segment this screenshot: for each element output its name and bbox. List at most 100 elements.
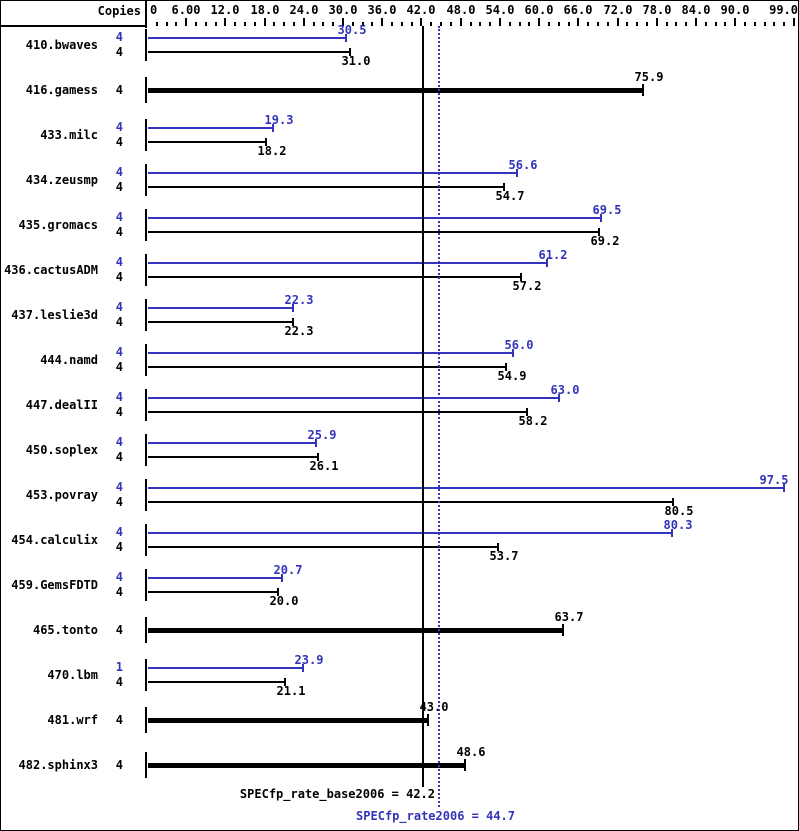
- peak-result-label: SPECfp_rate2006 = 44.7: [356, 809, 515, 823]
- row-axis-segment: [145, 29, 147, 61]
- axis-minor-tick: [156, 22, 158, 26]
- axis-minor-tick: [764, 22, 766, 26]
- base-bar-endcap: [497, 543, 499, 551]
- axis-tick-label: 6.00: [171, 3, 201, 17]
- peak-bar-endcap: [292, 304, 294, 312]
- axis-major-tick: [617, 18, 619, 26]
- axis-minor-tick: [401, 22, 403, 26]
- row-axis-segment: [145, 707, 147, 733]
- row-axis-segment: [145, 299, 147, 331]
- base-bar: [148, 321, 293, 323]
- base-value-label: 63.7: [554, 610, 584, 624]
- axis-minor-tick: [489, 22, 491, 26]
- base-copies-label: 4: [115, 675, 123, 689]
- axis-tick-label: 54.0: [485, 3, 515, 17]
- axis-minor-tick: [597, 22, 599, 26]
- base-copies-label: 4: [115, 540, 123, 554]
- row-axis-segment: [145, 164, 147, 196]
- axis-minor-tick: [283, 22, 285, 26]
- peak-bar: [148, 442, 316, 444]
- base-bar: [148, 231, 599, 233]
- axis-minor-tick: [675, 22, 677, 26]
- peak-bar-endcap: [783, 484, 785, 492]
- base-bar: [148, 501, 673, 503]
- axis-tick-label: 30.0: [328, 3, 358, 17]
- axis-tick-label: 66.0: [563, 3, 593, 17]
- benchmark-name-label: 453.povray: [25, 488, 98, 502]
- base-copies-label: 4: [115, 135, 123, 149]
- peak-value-label: 63.0: [550, 383, 580, 397]
- peak-value-label: 56.0: [504, 338, 534, 352]
- benchmark-name-label: 434.zeusmp: [25, 173, 98, 187]
- axis-tick-label: 36.0: [367, 3, 397, 17]
- axis-minor-tick: [175, 22, 177, 26]
- base-copies-label: 4: [115, 270, 123, 284]
- base-mean-reference-line: [422, 26, 424, 787]
- axis-major-tick: [460, 18, 462, 26]
- axis-major-tick: [734, 18, 736, 26]
- peak-bar: [148, 307, 293, 309]
- base-copies-label: 4: [115, 405, 123, 419]
- peak-bar-endcap: [546, 259, 548, 267]
- base-copies-label: 4: [115, 623, 123, 637]
- base-value-label: 43.0: [419, 700, 449, 714]
- base-bar: [148, 717, 428, 723]
- peak-value-label: 97.5: [759, 473, 789, 487]
- row-axis-segment: [145, 479, 147, 511]
- copies-column-header: Copies: [97, 4, 141, 18]
- peak-copies-label: 4: [115, 30, 123, 44]
- axis-tick-label: 48.0: [446, 3, 476, 17]
- axis-minor-tick: [685, 22, 687, 26]
- peak-bar: [148, 172, 517, 174]
- axis-tick-label: 0: [150, 3, 158, 17]
- peak-mean-reference-line: [438, 26, 440, 807]
- benchmark-name-label: 433.milc: [40, 128, 98, 142]
- row-axis-segment: [145, 569, 147, 601]
- base-bar: [148, 87, 643, 93]
- axis-major-tick: [185, 18, 187, 26]
- axis-minor-tick: [166, 22, 168, 26]
- base-value-label: 21.1: [276, 684, 306, 698]
- peak-bar: [148, 352, 513, 354]
- axis-minor-tick: [587, 22, 589, 26]
- peak-value-label: 25.9: [307, 428, 337, 442]
- peak-bar: [148, 577, 282, 579]
- base-value-label: 54.9: [497, 369, 527, 383]
- benchmark-name-label: 481.wrf: [47, 713, 98, 727]
- copies-header-underline: [1, 25, 147, 27]
- peak-bar-endcap: [345, 34, 347, 42]
- base-copies-label: 4: [115, 225, 123, 239]
- axis-minor-tick: [440, 22, 442, 26]
- peak-bar: [148, 37, 346, 39]
- peak-value-label: 22.3: [284, 293, 314, 307]
- base-copies-label: 4: [115, 713, 123, 727]
- base-value-label: 31.0: [341, 54, 371, 68]
- row-axis-segment: [145, 659, 147, 691]
- peak-copies-label: 4: [115, 300, 123, 314]
- peak-bar-endcap: [302, 664, 304, 672]
- base-bar: [148, 51, 350, 53]
- axis-minor-tick: [568, 22, 570, 26]
- axis-major-tick: [303, 18, 305, 26]
- axis-major-tick: [538, 18, 540, 26]
- axis-tick-label: 99.0: [769, 3, 798, 17]
- axis-tick-label: 18.0: [250, 3, 280, 17]
- peak-copies-label: 4: [115, 480, 123, 494]
- benchmark-name-label: 447.dealII: [25, 398, 98, 412]
- peak-value-label: 69.5: [592, 203, 622, 217]
- axis-minor-tick: [744, 22, 746, 26]
- base-bar-endcap: [503, 183, 505, 191]
- base-result-label: SPECfp_rate_base2006 = 42.2: [239, 787, 435, 801]
- peak-copies-label: 4: [115, 165, 123, 179]
- axis-minor-tick: [313, 22, 315, 26]
- row-axis-segment: [145, 617, 147, 643]
- axis-major-tick: [695, 18, 697, 26]
- axis-minor-tick: [479, 22, 481, 26]
- base-bar: [148, 366, 506, 368]
- base-value-label: 48.6: [456, 745, 486, 759]
- axis-minor-tick: [646, 22, 648, 26]
- benchmark-name-label: 444.namd: [40, 353, 98, 367]
- base-bar-endcap: [642, 84, 644, 96]
- axis-minor-tick: [430, 22, 432, 26]
- benchmark-name-label: 454.calculix: [11, 533, 98, 547]
